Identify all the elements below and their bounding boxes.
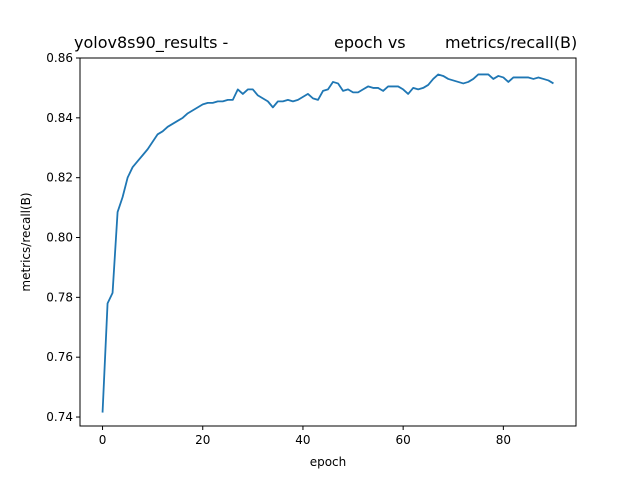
- chart-title-part-1: yolov8s90_results -: [74, 33, 229, 52]
- y-tick-label-5: 0.84: [46, 111, 73, 125]
- x-axis: 0 20 40 60 80: [99, 426, 511, 447]
- x-axis-label: epoch: [310, 455, 347, 469]
- y-axis-label: metrics/recall(B): [19, 192, 33, 291]
- y-axis: 0.74 0.76 0.78 0.80 0.82 0.84 0.86: [46, 51, 80, 424]
- y-tick-label-2: 0.78: [46, 290, 73, 304]
- y-tick-label-3: 0.80: [46, 231, 73, 245]
- y-tick-label-1: 0.76: [46, 350, 73, 364]
- y-tick-label-6: 0.86: [46, 51, 73, 65]
- chart-title-part-3: metrics/recall(B): [445, 33, 578, 52]
- x-tick-label-0: 0: [99, 433, 107, 447]
- chart-title-part-2: epoch vs: [334, 33, 406, 52]
- plot-frame: [79, 57, 577, 427]
- x-tick-label-4: 80: [496, 433, 511, 447]
- x-tick-label-2: 40: [295, 433, 310, 447]
- x-tick-label-3: 60: [396, 433, 411, 447]
- x-tick-label-1: 20: [195, 433, 210, 447]
- y-tick-label-4: 0.82: [46, 171, 73, 185]
- series-line: [101, 73, 554, 413]
- y-tick-label-0: 0.74: [46, 410, 73, 424]
